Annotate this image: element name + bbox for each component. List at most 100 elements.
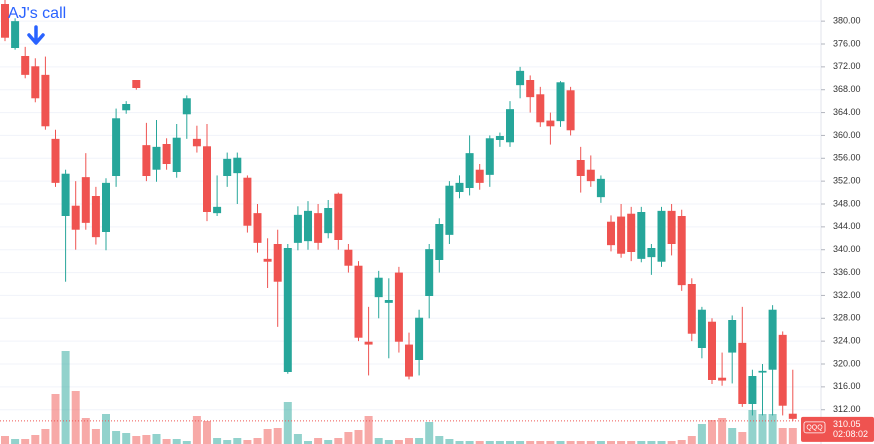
- annotation: AJ's call: [8, 5, 66, 22]
- candle-body: [465, 153, 474, 188]
- volume-bar: [677, 440, 686, 444]
- price-axis: 380.00 376.00 372.00 368.00 364.00 360.00 356.…: [801, 16, 874, 442]
- volume-bar: [738, 432, 747, 444]
- volume-bar: [394, 440, 403, 444]
- candle-body: [162, 144, 171, 164]
- candle-body: [283, 248, 292, 372]
- volume-bar: [586, 441, 595, 444]
- volume-bar: [617, 441, 626, 444]
- candle-body: [586, 169, 595, 182]
- candle-body: [324, 208, 333, 234]
- countdown: 02:08:02: [833, 429, 868, 439]
- volume-bar: [273, 428, 282, 444]
- volume-bar: [112, 431, 121, 444]
- candle-body: [667, 210, 676, 244]
- price-tag: [801, 416, 874, 442]
- candle-body: [203, 146, 211, 212]
- volume-bar: [21, 439, 30, 444]
- volume-bar: [334, 438, 343, 444]
- candle-body: [536, 94, 545, 123]
- candle-body: [405, 344, 413, 377]
- candle-body: [485, 138, 494, 175]
- candle-body: [384, 300, 393, 303]
- volume-bar: [768, 414, 777, 444]
- volume-bar: [71, 391, 80, 444]
- candle-body: [253, 213, 262, 243]
- candle-body: [21, 56, 30, 75]
- candle-body: [273, 244, 282, 282]
- y-tick-label: 328.00: [833, 313, 861, 323]
- volume-bar: [91, 429, 100, 444]
- candle-body: [788, 413, 797, 419]
- candle-body: [51, 138, 60, 183]
- candle-body: [374, 277, 383, 298]
- candle-body: [122, 104, 131, 111]
- candle-body: [192, 138, 201, 147]
- volume-bar: [758, 414, 767, 444]
- y-tick-label: 324.00: [833, 336, 861, 346]
- volume-bar: [708, 420, 716, 444]
- candles: [0, 0, 821, 422]
- candle-body: [607, 221, 615, 246]
- candle-body: [718, 377, 727, 381]
- candle-body: [334, 193, 343, 240]
- volume-bar: [203, 421, 211, 444]
- candle-body: [132, 80, 141, 88]
- volume: [1, 351, 797, 444]
- volume-bar: [142, 435, 151, 444]
- candle-body: [768, 309, 777, 370]
- candle-body: [687, 284, 696, 334]
- candle-body: [728, 320, 737, 353]
- candle-body: [344, 249, 353, 266]
- candle-body: [506, 109, 514, 143]
- volume-bar: [596, 441, 605, 444]
- volume-bar: [556, 441, 565, 444]
- y-tick-label: 320.00: [833, 358, 861, 368]
- candle-body: [627, 213, 636, 252]
- volume-bar: [607, 441, 615, 444]
- volume-bar: [81, 418, 90, 444]
- candle-body: [637, 212, 646, 259]
- y-tick-label: 356.00: [833, 153, 861, 163]
- candle-body: [223, 158, 232, 176]
- volume-bar: [172, 439, 181, 444]
- candle-body: [182, 98, 191, 115]
- candle-body: [213, 206, 222, 214]
- volume-bar: [718, 418, 727, 444]
- volume-bar: [102, 414, 110, 444]
- volume-bar: [1, 436, 9, 444]
- y-tick-label: 372.00: [833, 61, 861, 71]
- volume-bar: [11, 439, 20, 444]
- candle-body: [81, 177, 90, 223]
- volume-bar: [425, 422, 434, 444]
- volume-bar: [506, 441, 514, 444]
- candle-body: [647, 248, 656, 258]
- candle-body: [617, 216, 626, 254]
- volume-bar: [182, 441, 191, 444]
- volume-bar: [223, 440, 232, 444]
- y-tick-label: 340.00: [833, 244, 861, 254]
- candle-body: [657, 210, 666, 262]
- volume-bar: [637, 441, 646, 444]
- y-tick-label: 336.00: [833, 267, 861, 277]
- volume-bar: [697, 424, 706, 444]
- candle-body: [263, 258, 272, 262]
- candle-body: [243, 177, 252, 226]
- candle-body: [445, 185, 454, 235]
- y-tick-label: 348.00: [833, 198, 861, 208]
- candle-body: [708, 321, 716, 380]
- candle-body: [415, 317, 424, 360]
- volume-bar: [31, 435, 40, 444]
- volume-bar: [435, 436, 444, 444]
- volume-bar: [374, 438, 383, 444]
- candle-body: [364, 341, 373, 345]
- volume-bar: [233, 438, 242, 444]
- candle-body: [738, 342, 747, 404]
- candle-body: [91, 196, 100, 238]
- y-tick-label: 332.00: [833, 290, 861, 300]
- symbol: QQQ: [806, 425, 823, 432]
- candle-body: [394, 272, 403, 342]
- volume-bar: [465, 441, 474, 444]
- candle-body: [516, 70, 525, 86]
